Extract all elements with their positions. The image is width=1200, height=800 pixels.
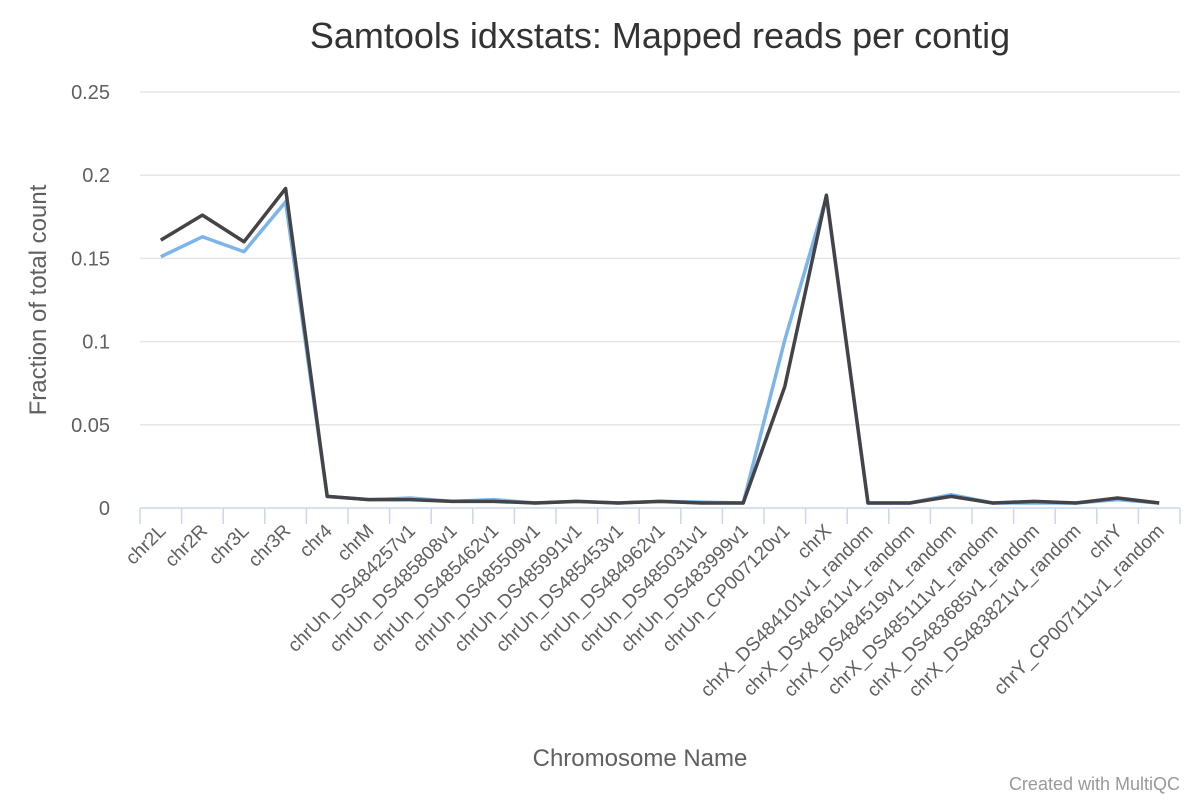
y-tick-label: 0 [99,498,110,520]
credit: Created with MultiQC [1009,774,1180,794]
x-tick-label: chr4 [296,520,337,561]
y-tick-label: 0.25 [71,82,110,104]
series-line [159,186,1160,505]
y-tick-label: 0.15 [71,248,110,270]
y-tick-label: 0.2 [82,165,110,187]
x-tick-label: chr3R [244,521,295,572]
y-tick-label: 0.1 [82,332,110,354]
y-tick-label: 0.05 [71,415,110,437]
chart-title: Samtools idxstats: Mapped reads per cont… [310,15,1010,56]
x-tick-label: chr2R [161,521,212,572]
x-axis-title: Chromosome Name [533,745,748,772]
series-line [160,195,1160,505]
x-tick-label: chr2L [122,521,170,569]
x-tick-label: chr3L [205,521,253,569]
y-axis-title: Fraction of total count [25,184,52,415]
